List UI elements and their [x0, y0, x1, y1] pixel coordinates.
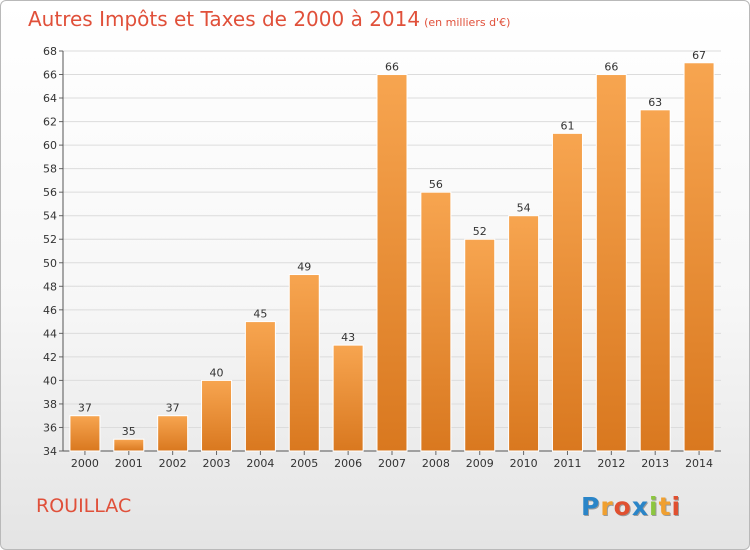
- y-tick-label: 40: [43, 374, 57, 387]
- bar-value-label: 45: [253, 308, 267, 321]
- x-tick-label: 2001: [115, 457, 143, 470]
- logo-letter: o: [613, 492, 632, 521]
- bar-value-label: 61: [560, 119, 574, 132]
- logo-letter: i: [649, 492, 659, 521]
- bar: [508, 215, 540, 452]
- bar: [201, 379, 233, 452]
- x-tick-label: 2003: [203, 457, 231, 470]
- logo-letter: P: [581, 492, 601, 521]
- y-tick-label: 54: [43, 210, 57, 223]
- x-tick-label: 2005: [290, 457, 318, 470]
- y-tick-label: 56: [43, 186, 57, 199]
- y-tick-label: 52: [43, 233, 57, 246]
- bar-value-label: 49: [297, 261, 311, 274]
- x-tick-label: 2004: [246, 457, 274, 470]
- bar-value-label: 37: [78, 402, 92, 415]
- bar-value-label: 40: [210, 366, 224, 379]
- bar: [551, 132, 583, 452]
- logo-letter: r: [600, 492, 614, 521]
- bar: [288, 274, 320, 452]
- y-tick-label: 38: [43, 398, 57, 411]
- commune-name: ROUILLAC: [36, 495, 132, 517]
- x-tick-label: 2007: [378, 457, 406, 470]
- bar: [113, 438, 145, 452]
- bar: [464, 238, 496, 452]
- bar: [244, 321, 276, 452]
- bar: [69, 415, 101, 452]
- y-tick-label: 36: [43, 421, 57, 434]
- x-tick-label: 2002: [159, 457, 187, 470]
- bar-value-label: 43: [341, 331, 355, 344]
- y-tick-label: 60: [43, 139, 57, 152]
- bar-value-label: 67: [692, 49, 706, 62]
- chart-subtitle: (en milliers d'€): [424, 16, 511, 29]
- bar-value-label: 66: [385, 61, 399, 74]
- bar-value-label: 37: [166, 402, 180, 415]
- logo-letter: t: [658, 492, 672, 521]
- x-tick-label: 2010: [510, 457, 538, 470]
- chart-title-text: Autres Impôts et Taxes de 2000 à 2014: [28, 7, 421, 31]
- logo-letter: i: [671, 492, 682, 521]
- bar: [332, 344, 364, 452]
- x-tick-label: 2013: [641, 457, 669, 470]
- x-tick-label: 2008: [422, 457, 450, 470]
- y-tick-label: 64: [43, 92, 57, 105]
- proxiti-logo: Proxiti: [581, 492, 681, 521]
- x-tick-label: 2006: [334, 457, 362, 470]
- bar-value-label: 54: [517, 202, 531, 215]
- bar: [683, 62, 715, 452]
- bar: [376, 74, 408, 452]
- x-tick-label: 2012: [597, 457, 625, 470]
- bar: [639, 109, 671, 452]
- y-tick-label: 44: [43, 327, 57, 340]
- y-tick-label: 66: [43, 69, 57, 82]
- logo-letter: x: [631, 492, 649, 521]
- bar: [157, 415, 189, 452]
- bar-value-label: 63: [648, 96, 662, 109]
- bar: [595, 74, 627, 452]
- bar-value-label: 35: [122, 425, 136, 438]
- y-tick-label: 50: [43, 257, 57, 270]
- y-tick-label: 42: [43, 351, 57, 364]
- x-tick-label: 2009: [466, 457, 494, 470]
- bar-value-label: 56: [429, 178, 443, 191]
- bar-value-label: 52: [473, 225, 487, 238]
- chart-title: Autres Impôts et Taxes de 2000 à 2014 (en…: [28, 7, 510, 31]
- y-tick-label: 58: [43, 163, 57, 176]
- y-tick-label: 68: [43, 45, 57, 58]
- y-tick-label: 34: [43, 445, 57, 458]
- y-tick-label: 62: [43, 116, 57, 129]
- x-tick-label: 2014: [685, 457, 713, 470]
- bar-value-label: 66: [604, 61, 618, 74]
- y-tick-label: 46: [43, 304, 57, 317]
- x-tick-label: 2011: [553, 457, 581, 470]
- x-tick-label: 2000: [71, 457, 99, 470]
- y-tick-label: 48: [43, 280, 57, 293]
- bar: [420, 191, 452, 452]
